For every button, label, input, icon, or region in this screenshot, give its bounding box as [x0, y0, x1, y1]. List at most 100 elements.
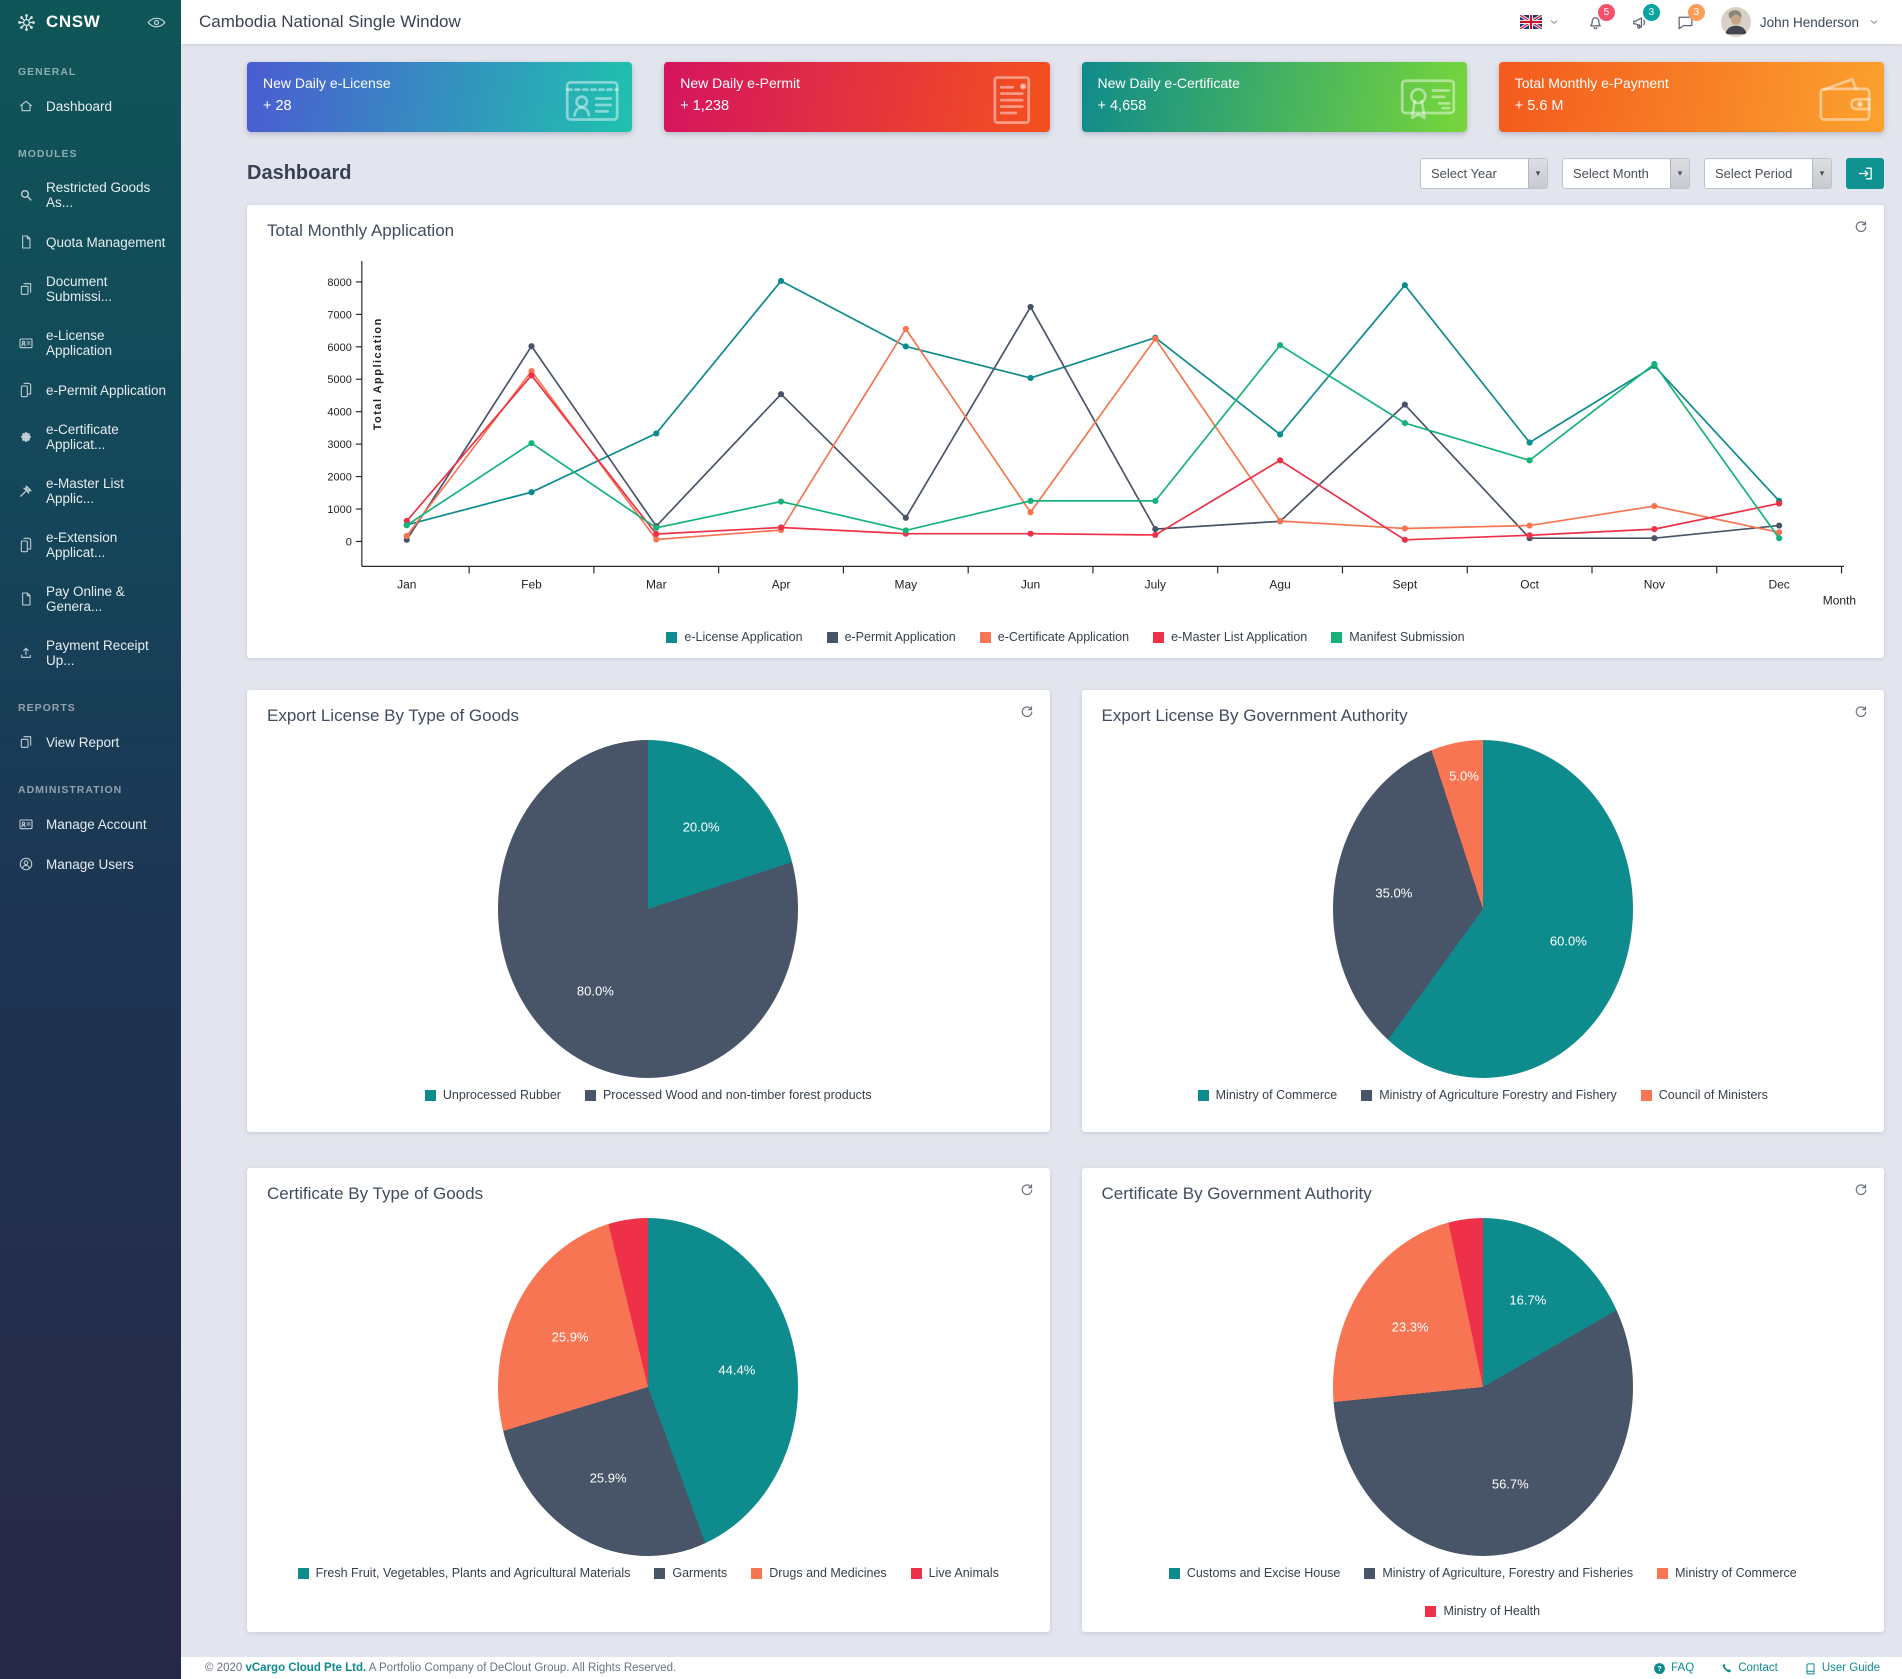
sidebar-item-label: e-Permit Application — [46, 382, 167, 398]
refresh-button[interactable] — [1019, 704, 1034, 719]
sidebar: CNSW GENERAL Dashboard MODULES Restricted G… — [0, 0, 181, 1679]
file-badge-icon — [18, 382, 34, 398]
sidebar-section-label: MODULES — [18, 148, 78, 160]
sidebar-item-e-extension-applicat[interactable]: e-Extension Applicat... — [0, 518, 181, 572]
sidebar-nav: GENERAL Dashboard MODULES Restricted Goods … — [0, 44, 181, 884]
svg-text:3000: 3000 — [327, 439, 351, 451]
pie-disc — [1332, 740, 1633, 1079]
refresh-button[interactable] — [1853, 1182, 1868, 1197]
sidebar-item-label: Manage Account — [46, 816, 147, 832]
panel-title: Total Monthly Application — [267, 221, 455, 240]
svg-text:Dec: Dec — [1769, 577, 1790, 591]
sidebar-item-restricted-goods-as[interactable]: Restricted Goods As... — [0, 168, 181, 222]
legend-swatch — [1168, 1567, 1180, 1579]
sidebar-item-view-report[interactable]: View Report — [0, 722, 181, 762]
topbar: Cambodia National Single Window 5 3 3 — [181, 0, 1902, 44]
series-e-master-list-application — [406, 374, 1780, 541]
svg-text:Mar: Mar — [646, 577, 667, 591]
pie-slice-label: 20.0% — [682, 819, 720, 835]
brand-row: CNSW — [0, 0, 181, 44]
copyright-prefix: © 2020 — [205, 1662, 243, 1674]
pie-chart: 44.4% 25.9% 25.9% — [267, 1218, 1030, 1557]
sidebar-item-e-certificate-applicat[interactable]: e-Certificate Applicat... — [0, 410, 181, 464]
legend-swatch — [826, 631, 838, 643]
upload-icon — [18, 645, 34, 661]
series-e-certificate-application — [406, 327, 1780, 541]
pie-chart: 60.0% 35.0% 5.0% — [1102, 740, 1865, 1079]
sidebar-item-e-master-list-applic[interactable]: e-Master List Applic... — [0, 464, 181, 518]
seal-icon — [18, 429, 34, 445]
legend-swatch — [424, 1089, 436, 1101]
stat-card-title: New Daily e-Certificate — [1097, 75, 1240, 91]
footer-link-contact[interactable]: Contact — [1720, 1662, 1778, 1675]
messages-button[interactable]: 3 — [1676, 3, 1705, 32]
wallet-icon — [1816, 74, 1874, 126]
chevron-down-icon: ▾ — [1670, 159, 1689, 188]
select-period[interactable]: Select Period ▾ — [1704, 158, 1832, 189]
svg-text:Jun: Jun — [1021, 577, 1040, 591]
legend-label: e-Permit Application — [844, 630, 956, 645]
legend-label: Ministry of Agriculture, Forestry and Fi… — [1382, 1566, 1634, 1581]
stat-card-value: + 1,238 — [680, 98, 730, 114]
footer-link-label: FAQ — [1671, 1662, 1695, 1674]
language-selector[interactable] — [1519, 15, 1560, 29]
sidebar-item-e-permit-application[interactable]: e-Permit Application — [0, 370, 181, 410]
pie-chart: 16.7% 56.7% 23.3% — [1102, 1218, 1865, 1557]
pie-slice-label: 5.0% — [1449, 768, 1479, 784]
sidebar-item-manage-account[interactable]: Manage Account — [0, 804, 181, 844]
announcements-button[interactable]: 3 — [1631, 3, 1660, 32]
select-month[interactable]: Select Month ▾ — [1562, 158, 1690, 189]
sidebar-toggle-eye-icon[interactable] — [146, 12, 167, 33]
main-area: Cambodia National Single Window 5 3 3 — [181, 0, 1902, 1679]
export-button[interactable] — [1846, 158, 1884, 189]
legend-item-processed-wood-and-non-timber-forest-products: Processed Wood and non-timber forest pro… — [584, 1088, 872, 1103]
pie-disc — [1332, 1218, 1633, 1557]
sidebar-item-payment-receipt-up[interactable]: Payment Receipt Up... — [0, 626, 181, 680]
refresh-button[interactable] — [1853, 219, 1868, 234]
footer-link-label: User Guide — [1821, 1662, 1880, 1674]
legend-label: Garments — [672, 1566, 728, 1581]
bell-icon — [1586, 13, 1605, 32]
sidebar-item-label: View Report — [46, 734, 120, 750]
legend-item-live-animals: Live Animals — [910, 1566, 999, 1580]
footer-link-faq[interactable]: ? FAQ — [1653, 1662, 1694, 1675]
refresh-icon — [1853, 704, 1868, 719]
notifications-badge: 5 — [1597, 3, 1615, 21]
sidebar-item-document-submissi[interactable]: Document Submissi... — [0, 262, 181, 316]
sidebar-item-manage-users[interactable]: Manage Users — [0, 844, 181, 884]
legend-item-e-license-application: e-License Application — [666, 630, 803, 644]
pie-slice-label: 44.4% — [718, 1362, 756, 1378]
select-period-value: Select Period — [1715, 166, 1793, 181]
pie-slice-label: 25.9% — [551, 1329, 589, 1345]
pie-legend: Fresh Fruit, Vegetables, Plants and Agri… — [267, 1566, 1030, 1580]
announcements-badge: 3 — [1642, 3, 1660, 21]
notifications-button[interactable]: 5 — [1586, 3, 1615, 32]
sidebar-item-pay-online-genera[interactable]: Pay Online & Genera... — [0, 572, 181, 626]
legend-label: e-Master List Application — [1171, 630, 1308, 645]
select-year[interactable]: Select Year ▾ — [1420, 158, 1548, 189]
file-icon — [18, 234, 34, 250]
pie-export-license-by-government-authority: 60.0% 35.0% 5.0% — [1332, 740, 1633, 1079]
user-menu[interactable]: John Henderson — [1720, 7, 1880, 37]
sidebar-item-e-license-application[interactable]: e-License Application — [0, 316, 181, 370]
legend-item-ministry-of-health: Ministry of Health — [1425, 1604, 1540, 1618]
sidebar-item-label: Document Submissi... — [46, 274, 113, 304]
file-icon — [18, 591, 34, 607]
refresh-button[interactable] — [1019, 1182, 1034, 1197]
pie-charts-grid: Export License By Type of Goods 20.0% 80.… — [247, 690, 1884, 1633]
svg-text:6000: 6000 — [327, 342, 351, 354]
refresh-button[interactable] — [1853, 704, 1868, 719]
company-link[interactable]: vCargo Cloud Pte Ltd. — [245, 1662, 367, 1674]
stat-card-title: New Daily e-Permit — [680, 75, 801, 91]
legend-swatch — [1657, 1567, 1669, 1579]
sidebar-item-dashboard[interactable]: Dashboard — [0, 86, 181, 126]
legend-item-e-certificate-application: e-Certificate Application — [979, 630, 1129, 644]
legend-item-drugs-and-medicines: Drugs and Medicines — [751, 1566, 887, 1580]
refresh-icon — [1853, 219, 1868, 234]
brand-logo-icon — [16, 12, 37, 33]
sidebar-item-quota-management[interactable]: Quota Management — [0, 222, 181, 262]
footer-link-user-guide[interactable]: User Guide — [1804, 1662, 1880, 1675]
legend-label: Processed Wood and non-timber forest pro… — [602, 1088, 872, 1103]
dashboard-heading: Dashboard — [247, 162, 352, 184]
